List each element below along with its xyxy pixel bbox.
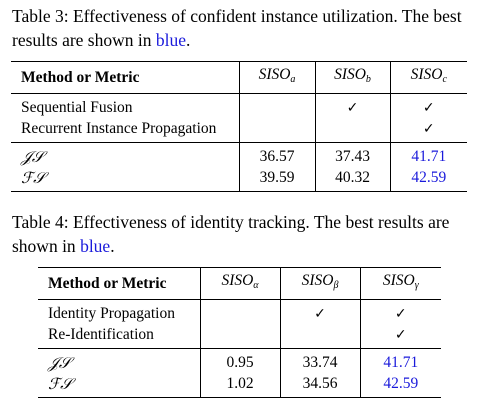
table4-caption-blue: blue [80,236,111,256]
table-row: Re-Identification ✓ [38,324,441,349]
table4-header-col1: SISOα [199,267,280,300]
table4-caption: Table 4: Effectiveness of identity track… [12,210,468,258]
table-row: Sequential Fusion ✓ ✓ [11,93,467,119]
table3-metric-fs: ℱ𝒮 [11,167,239,192]
table4-header-row: Method or Metric SISOα SISOβ SISOγ [38,267,441,300]
table3-header-col2: SISOb [314,61,390,94]
table3-header-method: Method or Metric [11,61,239,94]
table4-value: 0.95 [199,348,280,374]
table4-metric-fs: ℱ𝒮 [38,373,200,398]
table3-header-col1: SISOa [238,61,315,94]
checkmark-icon: ✓ [389,93,467,119]
checkmark-icon: ✓ [279,299,360,325]
table3-value: 40.32 [314,167,390,192]
table3-best-value: 42.59 [389,167,467,192]
table3-header-col2-sub: b [365,74,371,85]
table4-header-col2: SISOβ [279,267,360,300]
table4-cell [199,299,280,325]
table3-header-row: Method or Metric SISOa SISOb SISOc [11,61,467,94]
table3-cell [238,93,315,119]
table4-header-col3-base: SISO [382,272,415,289]
table4-caption-end: . [110,236,115,256]
table4-metric-js: 𝒥𝒮 [38,348,200,374]
table4-header-col1-base: SISO [221,272,254,289]
checkmark-icon: ✓ [389,118,467,143]
table3-value: 39.59 [238,167,315,192]
table-row: 𝒥𝒮 0.95 33.74 41.71 [38,348,441,374]
table4-header-col3: SISOγ [359,267,441,300]
table4-cell [279,324,360,349]
table3-header-col1-base: SISO [258,66,291,83]
table3-cell [238,118,315,143]
table3-header-col1-sub: a [290,74,296,85]
table4-header-col1-sub: α [253,280,259,291]
table3-header-col3: SISOc [389,61,467,94]
table4-value: 34.56 [279,373,360,398]
table3-caption-end: . [186,30,191,50]
checkmark-icon: ✓ [359,324,441,349]
checkmark-icon: ✓ [359,299,441,325]
table3-caption-text: Table 3: Effectiveness of confident inst… [12,6,462,50]
table4-caption-text: Table 4: Effectiveness of identity track… [12,212,450,256]
table3-best-value: 41.71 [389,142,467,168]
table3-method-label: Recurrent Instance Propagation [21,119,217,137]
table3-caption: Table 3: Effectiveness of confident inst… [12,4,468,52]
table3: Method or Metric SISOa SISOb SISOc Seque… [11,61,467,192]
table4-best-value: 41.71 [359,348,441,374]
table4-header-col2-sub: β [333,280,339,291]
table4-cell [199,324,280,349]
table-row: Identity Propagation ✓ ✓ [38,299,441,325]
table3-caption-blue: blue [155,30,187,50]
table4-best-value: 42.59 [359,373,441,398]
table-row: ℱ𝒮 39.59 40.32 42.59 [11,167,467,192]
table3-header-col3-base: SISO [410,66,443,83]
table3-header-col2-base: SISO [334,66,366,83]
table3-header-col3-sub: c [442,74,447,85]
table4: Method or Metric SISOα SISOβ SISOγ Ident… [38,267,441,398]
table3-metric-js: 𝒥𝒮 [11,142,239,168]
table3-method-label: Sequential Fusion [11,93,239,119]
table-row: 𝒥𝒮 36.57 37.43 41.71 [11,142,467,168]
table-row: ℱ𝒮 1.02 34.56 42.59 [38,373,441,398]
table4-header-col3-sub: γ [414,280,419,291]
table4-header-method: Method or Metric [38,267,200,300]
table4-method-label: Re-Identification [48,325,154,343]
table3-value: 36.57 [238,142,315,168]
checkmark-icon: ✓ [314,93,390,119]
table3-value: 37.43 [314,142,390,168]
table4-method-label: Identity Propagation [38,299,200,325]
table4-value: 1.02 [199,373,280,398]
table-row: Recurrent Instance Propagation ✓ [11,118,467,143]
table3-cell [314,118,390,143]
table4-value: 33.74 [279,348,360,374]
table4-header-col2-base: SISO [301,272,334,289]
